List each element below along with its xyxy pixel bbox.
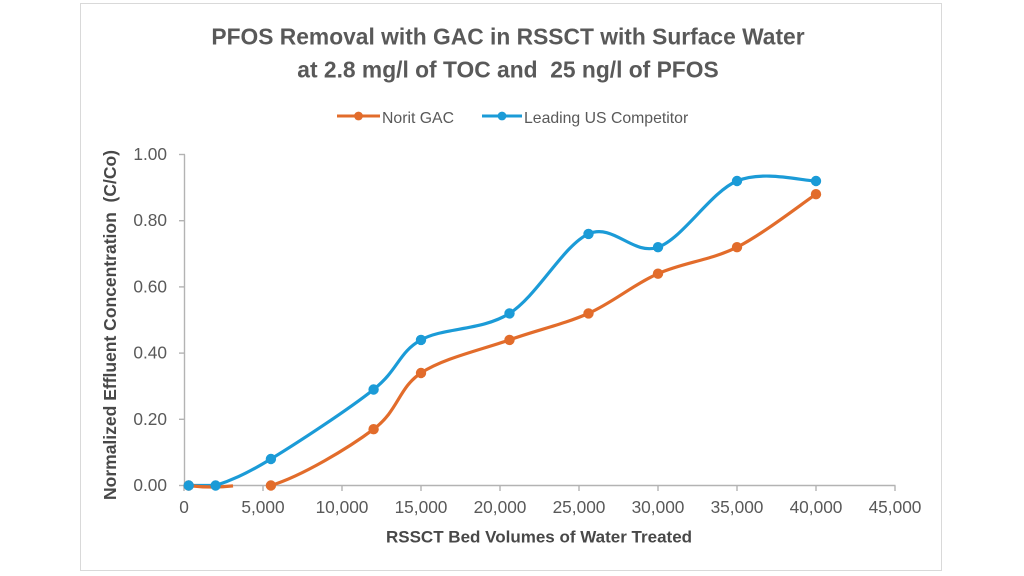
svg-text:at 2.8 mg/l of TOC and 25 ng/: at 2.8 mg/l of TOC and 25 ng/l of PFOS [297,57,718,83]
svg-text:0: 0 [179,497,189,517]
svg-text:0.60: 0.60 [133,276,167,296]
svg-text:45,000: 45,000 [869,497,922,517]
svg-text:30,000: 30,000 [632,497,685,517]
svg-text:40,000: 40,000 [790,497,843,517]
svg-text:15,000: 15,000 [395,497,448,517]
svg-text:Norit GAC: Norit GAC [382,110,454,127]
svg-text:Leading US Competitor: Leading US Competitor [524,110,688,127]
svg-text:35,000: 35,000 [711,497,764,517]
svg-text:0.80: 0.80 [133,210,167,230]
svg-text:RSSCT Bed Volumes of Water Tre: RSSCT Bed Volumes of Water Treated [386,528,692,547]
svg-text:25,000: 25,000 [553,497,606,517]
svg-text:20,000: 20,000 [474,497,527,517]
svg-text:Normalized Effluent Concentrat: Normalized Effluent Concentration (C/Co) [100,150,120,500]
svg-text:PFOS Removal with GAC in RSSCT: PFOS Removal with GAC in RSSCT with Surf… [211,24,804,50]
svg-text:5,000: 5,000 [241,497,284,517]
svg-text:0.20: 0.20 [133,409,167,429]
svg-text:10,000: 10,000 [316,497,369,517]
svg-text:0.00: 0.00 [133,475,167,495]
svg-text:1.00: 1.00 [133,144,167,164]
svg-text:0.40: 0.40 [133,343,167,363]
